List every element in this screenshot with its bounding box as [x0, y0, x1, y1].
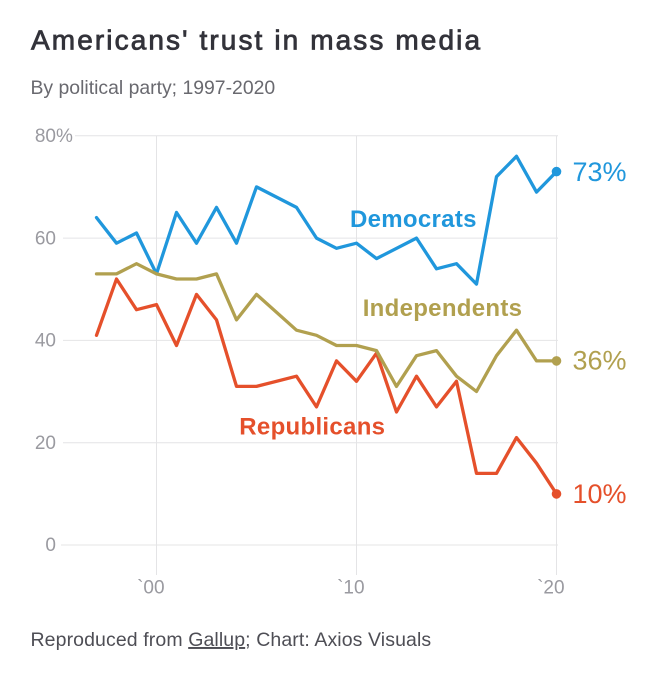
svg-text:36%: 36% [573, 346, 627, 376]
svg-text:Reproduced from Gallup; Chart:: Reproduced from Gallup; Chart: Axios Vis… [31, 629, 432, 651]
svg-text:60: 60 [35, 228, 56, 249]
svg-text:Americans' trust in mass media: Americans' trust in mass media [31, 25, 482, 56]
svg-text:%: % [56, 126, 73, 147]
svg-text:Independents: Independents [363, 295, 523, 322]
svg-text:40: 40 [35, 331, 56, 352]
svg-text:`10: `10 [337, 578, 364, 599]
svg-text:80: 80 [35, 126, 56, 147]
svg-text:`00: `00 [137, 578, 164, 599]
svg-text:20: 20 [35, 433, 56, 454]
svg-text:By political party; 1997-2020: By political party; 1997-2020 [31, 77, 276, 99]
svg-text:0: 0 [45, 535, 56, 556]
svg-text:Republicans: Republicans [239, 413, 385, 440]
svg-text:`20: `20 [537, 578, 564, 599]
svg-text:Democrats: Democrats [350, 206, 477, 233]
svg-text:73%: 73% [573, 157, 627, 187]
svg-text:10%: 10% [573, 479, 627, 509]
